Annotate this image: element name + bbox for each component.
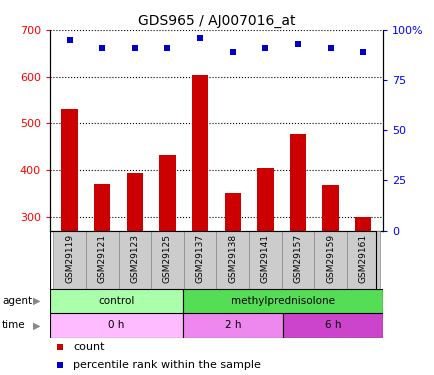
Point [261, 45, 268, 51]
Bar [86, 231, 118, 289]
Bar [50, 289, 183, 313]
Point [164, 45, 171, 51]
Bar [191, 75, 208, 231]
Text: 0 h: 0 h [108, 320, 125, 330]
Text: GSM29119: GSM29119 [65, 234, 74, 283]
Text: GSM29137: GSM29137 [195, 234, 204, 283]
Bar [346, 231, 379, 289]
Text: time: time [2, 320, 26, 330]
Bar [283, 313, 382, 338]
Bar [94, 184, 110, 231]
Bar [53, 231, 86, 289]
Bar [216, 231, 249, 289]
Text: GSM29125: GSM29125 [163, 234, 171, 283]
Text: count: count [73, 342, 105, 352]
Point [56, 362, 63, 368]
Bar [118, 231, 151, 289]
Bar [183, 289, 382, 313]
Text: 6 h: 6 h [324, 320, 340, 330]
Text: GSM29141: GSM29141 [260, 234, 269, 283]
Bar [249, 231, 281, 289]
Bar [61, 110, 78, 231]
Text: GSM29123: GSM29123 [130, 234, 139, 283]
Point [326, 45, 333, 51]
Title: GDS965 / AJ007016_at: GDS965 / AJ007016_at [137, 13, 295, 28]
Bar [151, 231, 184, 289]
Bar [159, 154, 175, 231]
Text: ▶: ▶ [33, 320, 40, 330]
Point [131, 45, 138, 51]
Text: GSM29161: GSM29161 [358, 234, 367, 283]
Bar [314, 231, 346, 289]
Bar [224, 193, 240, 231]
Text: GSM29157: GSM29157 [293, 234, 302, 283]
Bar [354, 217, 371, 231]
Point [229, 49, 236, 55]
Bar [126, 173, 143, 231]
Bar [50, 313, 183, 338]
Text: percentile rank within the sample: percentile rank within the sample [73, 360, 260, 370]
Text: methylprednisolone: methylprednisolone [230, 296, 334, 306]
Text: GSM29121: GSM29121 [98, 234, 106, 283]
Point [99, 45, 105, 51]
Point [66, 37, 73, 43]
Bar [256, 168, 273, 231]
Point [56, 345, 63, 351]
Bar [322, 185, 338, 231]
Text: 2 h: 2 h [224, 320, 241, 330]
Point [359, 49, 366, 55]
Bar [183, 313, 283, 338]
Text: ▶: ▶ [33, 296, 40, 306]
Bar [289, 134, 306, 231]
Text: agent: agent [2, 296, 32, 306]
Point [196, 35, 203, 41]
Point [294, 41, 301, 47]
Bar [281, 231, 314, 289]
Bar [184, 231, 216, 289]
Text: GSM29159: GSM29159 [326, 234, 334, 283]
Text: GSM29138: GSM29138 [228, 234, 237, 283]
Text: control: control [98, 296, 135, 306]
